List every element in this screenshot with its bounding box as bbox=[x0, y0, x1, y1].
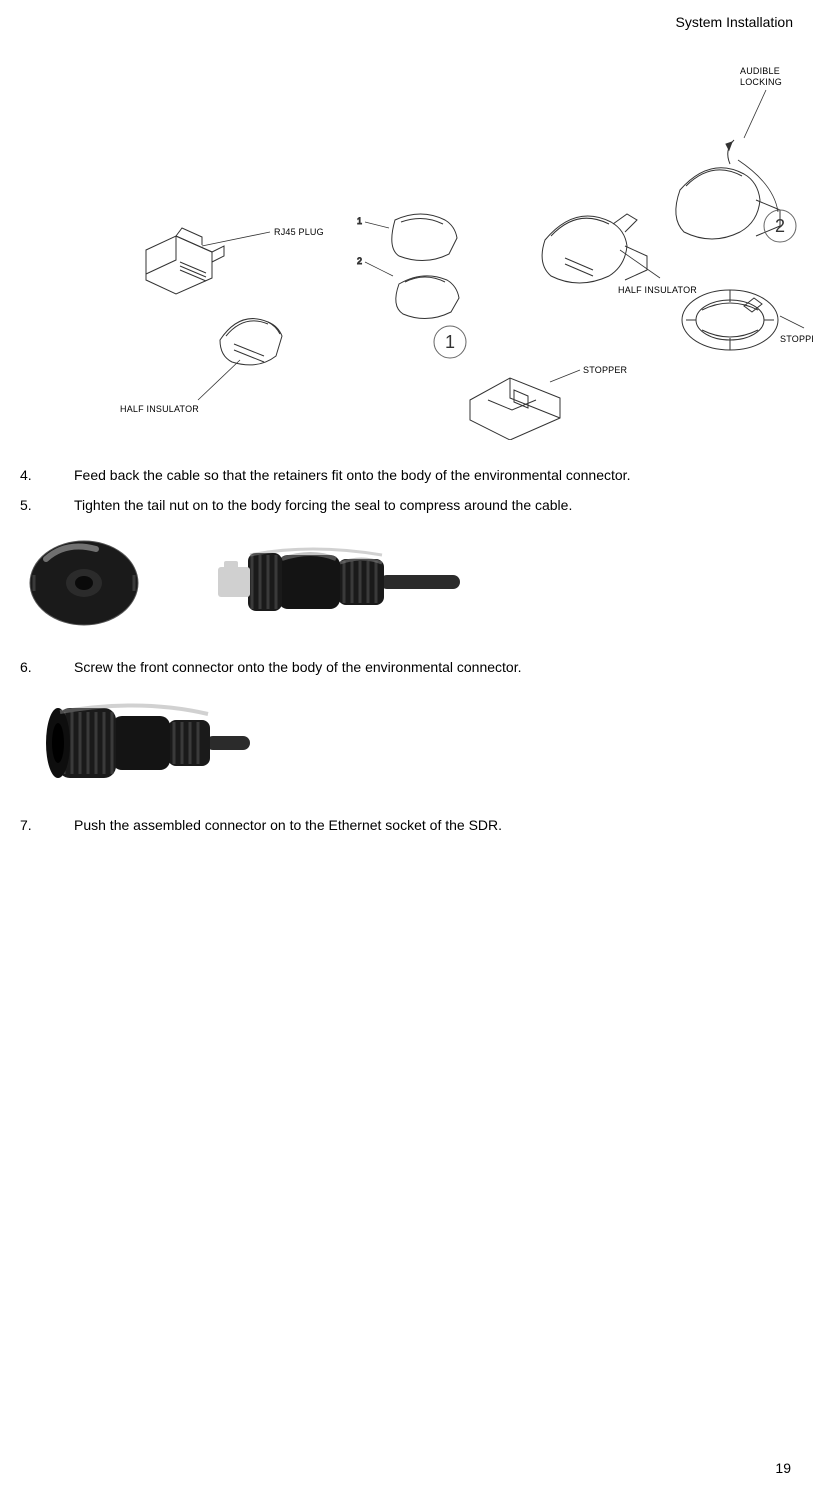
label-stopper-right: STOPPER bbox=[780, 334, 813, 344]
label-circle-1: 1 bbox=[445, 332, 455, 352]
step-6-photo bbox=[20, 688, 250, 798]
step-4-number: 4. bbox=[20, 466, 74, 486]
step-5-photos bbox=[20, 525, 793, 640]
label-half-insulator-mid: HALF INSULATOR bbox=[618, 285, 697, 295]
label-audible-locking-2: LOCKING bbox=[740, 77, 782, 87]
page-number: 19 bbox=[775, 1460, 791, 1476]
label-audible-locking-1: AUDIBLE bbox=[740, 66, 780, 76]
label-circle-2: 2 bbox=[775, 216, 785, 236]
label-small-2: 2 bbox=[357, 256, 362, 266]
step-6-number: 6. bbox=[20, 658, 74, 678]
step-4-text: Feed back the cable so that the retainer… bbox=[74, 467, 630, 483]
step-5: 5.Tighten the tail nut on to the body fo… bbox=[20, 496, 793, 516]
step-7-text: Push the assembled connector on to the E… bbox=[74, 817, 502, 833]
label-rj45: RJ45 PLUG bbox=[274, 227, 324, 237]
step-5-text: Tighten the tail nut on to the body forc… bbox=[74, 497, 572, 513]
label-small-1: 1 bbox=[357, 216, 362, 226]
step-6-text: Screw the front connector onto the body … bbox=[74, 659, 522, 675]
assembly-diagram: RJ45 PLUG HALF INSULATOR bbox=[80, 60, 813, 440]
step-7: 7.Push the assembled connector on to the… bbox=[20, 816, 793, 836]
step-6: 6.Screw the front connector onto the bod… bbox=[20, 658, 793, 678]
step-5-number: 5. bbox=[20, 496, 74, 516]
step-7-number: 7. bbox=[20, 816, 74, 836]
label-stopper-mid: STOPPER bbox=[583, 365, 628, 375]
step-4: 4.Feed back the cable so that the retain… bbox=[20, 466, 793, 486]
label-half-insulator-left: HALF INSULATOR bbox=[120, 404, 199, 414]
page-header: System Installation bbox=[20, 14, 793, 30]
